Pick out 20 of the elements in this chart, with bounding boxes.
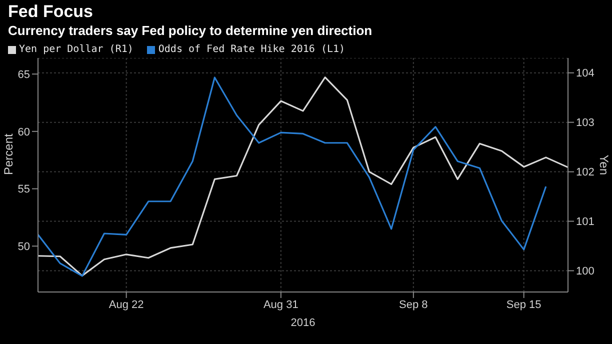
y-tick-label: 65: [18, 68, 30, 81]
y2-tick-label: 101: [576, 216, 594, 228]
chart-title: Fed Focus: [8, 2, 94, 22]
legend-label: Yen per Dollar (R1): [18, 44, 134, 55]
x-tick-label: Sep 15: [506, 298, 542, 311]
x-tick-label: Aug 22: [108, 298, 144, 311]
x-tick-label: Aug 31: [263, 298, 298, 311]
x-axis-title: 2016: [290, 317, 316, 329]
y-tick-label: 60: [18, 126, 30, 138]
chart-subtitle: Currency traders say Fed policy to determine yen direction: [8, 23, 372, 38]
legend-label: Odds of Fed Rate Hike 2016 (L1): [157, 44, 346, 55]
y-axis-title: Percent: [1, 132, 16, 175]
y2-tick-label: 103: [576, 117, 594, 130]
y2-tick-label: 102: [576, 166, 594, 179]
x-tick-label: Sep 8: [399, 298, 428, 311]
y2-tick-label: 104: [576, 68, 594, 80]
y-tick-label: 55: [18, 184, 30, 196]
y-tick-label: 50: [18, 241, 30, 254]
y2-axis-title: Yen: [596, 154, 611, 175]
y2-tick-label: 100: [576, 266, 594, 278]
